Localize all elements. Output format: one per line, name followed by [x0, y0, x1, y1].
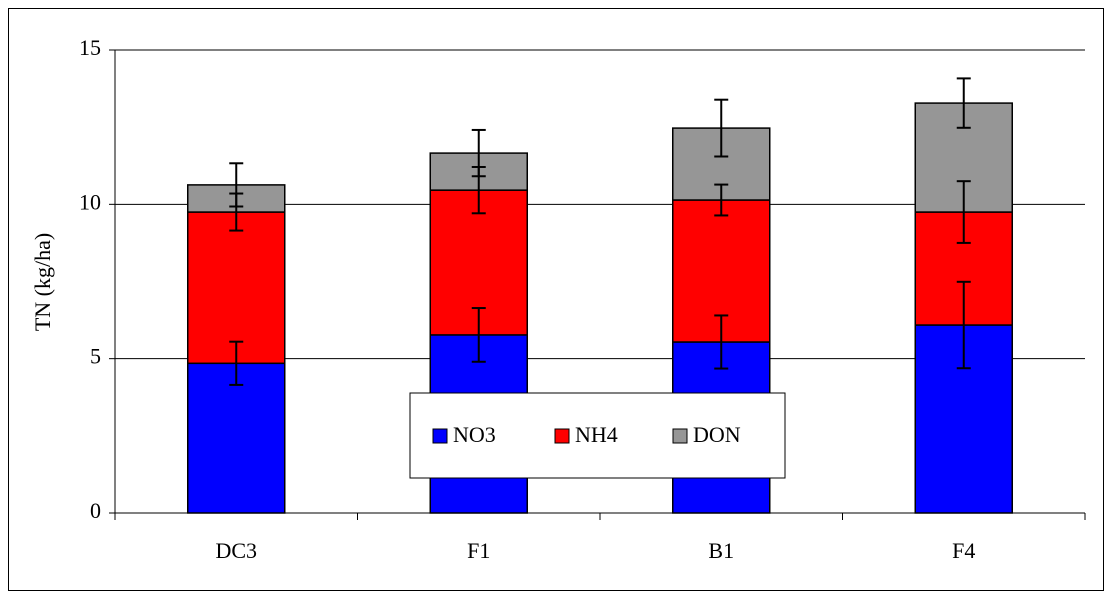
legend: NO3 NH4 DON — [409, 392, 786, 479]
x-tick-label: B1 — [708, 538, 734, 563]
legend-label: NO3 — [453, 422, 496, 447]
y-tick-label: 15 — [79, 35, 101, 60]
error-bar — [471, 307, 486, 363]
y-tick-label: 0 — [90, 498, 101, 523]
error-bars — [229, 77, 971, 386]
y-tick-label: 5 — [90, 344, 101, 369]
x-tick-label: F4 — [952, 538, 975, 563]
legend-box — [409, 392, 786, 479]
x-tick-label: DC3 — [215, 538, 257, 563]
error-bar — [714, 183, 729, 217]
bar-segment — [187, 211, 286, 365]
y-tick-label: 10 — [79, 189, 101, 214]
y-axis-label: TN (kg/ha) — [30, 233, 55, 331]
bar-segment — [187, 362, 286, 514]
legend-swatch — [432, 428, 448, 444]
legend-swatch — [554, 428, 570, 444]
error-bar — [229, 162, 244, 208]
error-bar — [956, 180, 971, 244]
error-bar — [956, 77, 971, 129]
error-bar — [714, 98, 729, 158]
error-bar — [956, 280, 971, 370]
error-bar — [229, 340, 244, 386]
error-bar — [471, 128, 486, 178]
error-bar — [714, 314, 729, 370]
legend-label: NH4 — [575, 422, 618, 447]
x-tick-label: F1 — [467, 538, 490, 563]
legend-swatch — [672, 428, 688, 444]
legend-label: DON — [693, 422, 741, 447]
